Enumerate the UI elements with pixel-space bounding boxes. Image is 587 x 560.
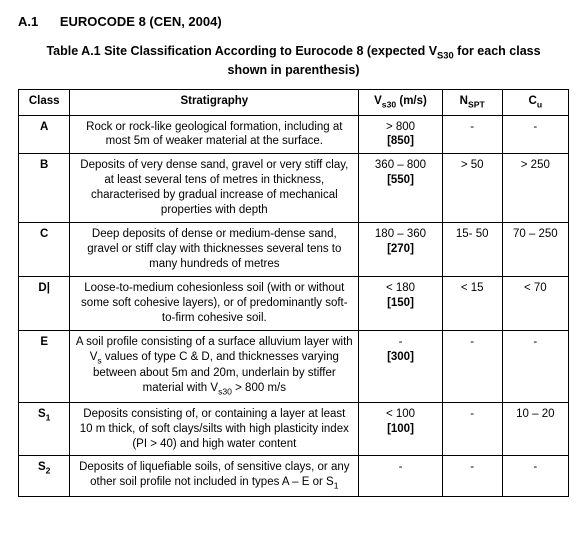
- cell-cu: -: [502, 115, 568, 154]
- cell-nspt: -: [442, 456, 502, 496]
- cell-cu: 70 – 250: [502, 223, 568, 277]
- cell-class: S2: [19, 456, 70, 496]
- cell-class: C: [19, 223, 70, 277]
- cell-cu: > 250: [502, 154, 568, 223]
- cell-cu: -: [502, 456, 568, 496]
- cell-vs30: -: [359, 456, 442, 496]
- table-row: S2Deposits of liquefiable soils, of sens…: [19, 456, 569, 496]
- cell-stratigraphy: A soil profile consisting of a surface a…: [70, 330, 359, 402]
- table-title: Table A.1 Site Classification According …: [34, 43, 554, 79]
- cell-stratigraphy: Deep deposits of dense or medium-dense s…: [70, 223, 359, 277]
- table-row: EA soil profile consisting of a surface …: [19, 330, 569, 402]
- section-title: EUROCODE 8 (CEN, 2004): [60, 14, 222, 29]
- table-row: BDeposits of very dense sand, gravel or …: [19, 154, 569, 223]
- cell-class: A: [19, 115, 70, 154]
- section-number: A.1: [18, 14, 38, 29]
- table-header-row: Class Stratigraphy Vs30 (m/s) NSPT Cu: [19, 90, 569, 116]
- cell-vs30: 360 – 800[550]: [359, 154, 442, 223]
- site-classification-table: Class Stratigraphy Vs30 (m/s) NSPT Cu AR…: [18, 89, 569, 497]
- table-row: ARock or rock-like geological formation,…: [19, 115, 569, 154]
- cell-stratigraphy: Deposits of very dense sand, gravel or v…: [70, 154, 359, 223]
- table-title-prefix: Table A.1 Site Classification According …: [46, 44, 437, 58]
- col-nspt: NSPT: [442, 90, 502, 116]
- col-class: Class: [19, 90, 70, 116]
- cell-vs30: 180 – 360[270]: [359, 223, 442, 277]
- cell-vs30: < 180[150]: [359, 276, 442, 330]
- cell-class: B: [19, 154, 70, 223]
- cell-class: S1: [19, 402, 70, 456]
- cell-vs30: > 800[850]: [359, 115, 442, 154]
- table-row: S1Deposits consisting of, or containing …: [19, 402, 569, 456]
- cell-vs30: < 100[100]: [359, 402, 442, 456]
- cell-nspt: < 15: [442, 276, 502, 330]
- cell-nspt: -: [442, 402, 502, 456]
- table-body: ARock or rock-like geological formation,…: [19, 115, 569, 496]
- col-stratigraphy: Stratigraphy: [70, 90, 359, 116]
- cell-stratigraphy: Rock or rock-like geological formation, …: [70, 115, 359, 154]
- cell-vs30: -[300]: [359, 330, 442, 402]
- cell-nspt: 15- 50: [442, 223, 502, 277]
- cell-nspt: -: [442, 115, 502, 154]
- cell-cu: 10 – 20: [502, 402, 568, 456]
- table-title-sub: S30: [437, 51, 454, 61]
- col-cu: Cu: [502, 90, 568, 116]
- col-vs30: Vs30 (m/s): [359, 90, 442, 116]
- cell-stratigraphy: Deposits consisting of, or containing a …: [70, 402, 359, 456]
- cell-cu: < 70: [502, 276, 568, 330]
- cell-stratigraphy: Loose-to-medium cohesionless soil (with …: [70, 276, 359, 330]
- table-row: D|Loose-to-medium cohesionless soil (wit…: [19, 276, 569, 330]
- table-row: CDeep deposits of dense or medium-dense …: [19, 223, 569, 277]
- section-heading: A.1 EUROCODE 8 (CEN, 2004): [18, 14, 569, 29]
- cell-class: D|: [19, 276, 70, 330]
- cell-stratigraphy: Deposits of liquefiable soils, of sensit…: [70, 456, 359, 496]
- cell-nspt: > 50: [442, 154, 502, 223]
- cell-nspt: -: [442, 330, 502, 402]
- cell-class: E: [19, 330, 70, 402]
- cell-cu: -: [502, 330, 568, 402]
